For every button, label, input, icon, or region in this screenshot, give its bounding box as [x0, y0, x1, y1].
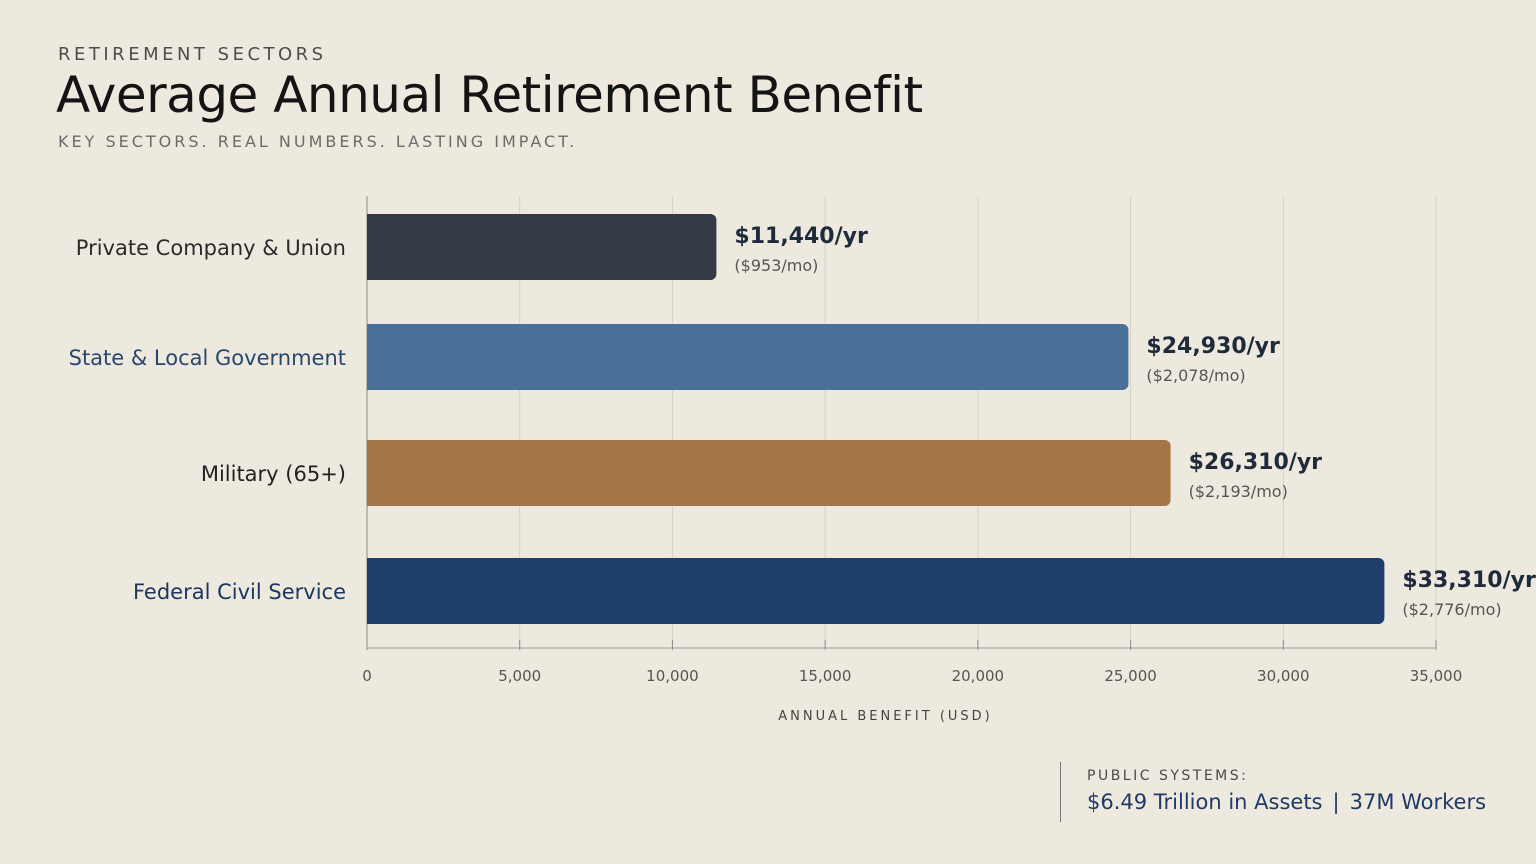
category-label: State & Local Government	[69, 346, 346, 370]
stats-separator: |	[1332, 790, 1340, 814]
bar-value-label: $26,310/yr	[1189, 450, 1323, 475]
bar-value-label: $11,440/yr	[734, 224, 868, 249]
x-tick-label: 35,000	[1410, 667, 1463, 685]
footer-stats-line: $6.49 Trillion in Assets | 37M Workers	[1087, 790, 1486, 814]
chart-eyebrow: RETIREMENT SECTORS	[58, 44, 327, 65]
bar-value-label: $33,310/yr	[1402, 568, 1536, 593]
x-tick-label: 10,000	[646, 667, 699, 685]
bar	[367, 324, 1129, 390]
footer-stats-panel: PUBLIC SYSTEMS: $6.49 Trillion in Assets…	[1060, 762, 1486, 822]
category-label: Private Company & Union	[76, 236, 346, 260]
chart-subtitle: KEY SECTORS. REAL NUMBERS. LASTING IMPAC…	[58, 132, 578, 151]
x-tick-label: 5,000	[498, 667, 541, 685]
x-tick-label: 20,000	[952, 667, 1005, 685]
bar-left-edge	[367, 440, 377, 506]
category-label: Federal Civil Service	[133, 580, 346, 604]
bar	[367, 214, 717, 280]
x-tick-label: 30,000	[1257, 667, 1310, 685]
x-tick-label: 0	[362, 667, 372, 685]
footer-label: PUBLIC SYSTEMS:	[1087, 768, 1249, 784]
bar-monthly-label: ($2,776/mo)	[1402, 600, 1501, 619]
bar	[367, 440, 1171, 506]
bar-monthly-label: ($953/mo)	[734, 256, 818, 275]
bar	[367, 558, 1385, 624]
bar-left-edge	[367, 214, 377, 280]
bar-monthly-label: ($2,078/mo)	[1146, 366, 1245, 385]
bar-monthly-label: ($2,193/mo)	[1189, 482, 1288, 501]
x-tick-label: 15,000	[799, 667, 852, 685]
x-axis-title: ANNUAL BENEFIT (USD)	[778, 709, 993, 724]
bar-left-edge	[367, 324, 377, 390]
workers-stat: 37M Workers	[1349, 790, 1487, 814]
chart-title: Average Annual Retirement Benefit	[56, 66, 923, 124]
x-tick-label: 25,000	[1104, 667, 1157, 685]
bar-value-label: $24,930/yr	[1146, 334, 1280, 359]
assets-stat: $6.49 Trillion in Assets	[1087, 790, 1323, 814]
category-label: Military (65+)	[201, 462, 346, 486]
bar-left-edge	[367, 558, 377, 624]
